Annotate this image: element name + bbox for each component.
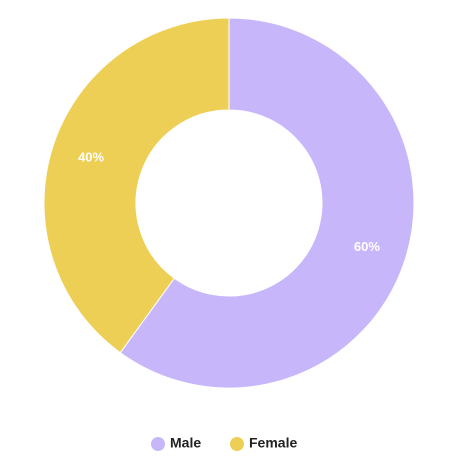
legend-marker[interactable] [230, 437, 244, 451]
donut-slice [43, 17, 230, 354]
legend-marker[interactable] [151, 437, 165, 451]
legend-label[interactable]: Female [249, 435, 297, 451]
value-label: 60% [354, 239, 380, 254]
legend-label[interactable]: Male [170, 435, 201, 451]
value-label: 40% [78, 150, 104, 165]
donut-slice [119, 17, 415, 389]
